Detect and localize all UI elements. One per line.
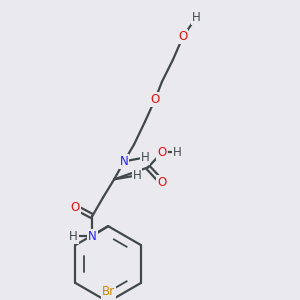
Text: O: O bbox=[71, 201, 80, 214]
Text: H: H bbox=[141, 151, 149, 164]
Text: O: O bbox=[178, 30, 188, 44]
Text: N: N bbox=[120, 155, 128, 168]
Text: N: N bbox=[88, 230, 97, 243]
Text: H: H bbox=[133, 169, 141, 182]
Text: H: H bbox=[69, 230, 78, 243]
Text: O: O bbox=[157, 176, 167, 189]
Text: H: H bbox=[172, 146, 181, 159]
Text: O: O bbox=[150, 93, 160, 106]
Text: H: H bbox=[191, 11, 200, 24]
Text: Br: Br bbox=[102, 285, 115, 298]
Text: O: O bbox=[157, 146, 167, 159]
